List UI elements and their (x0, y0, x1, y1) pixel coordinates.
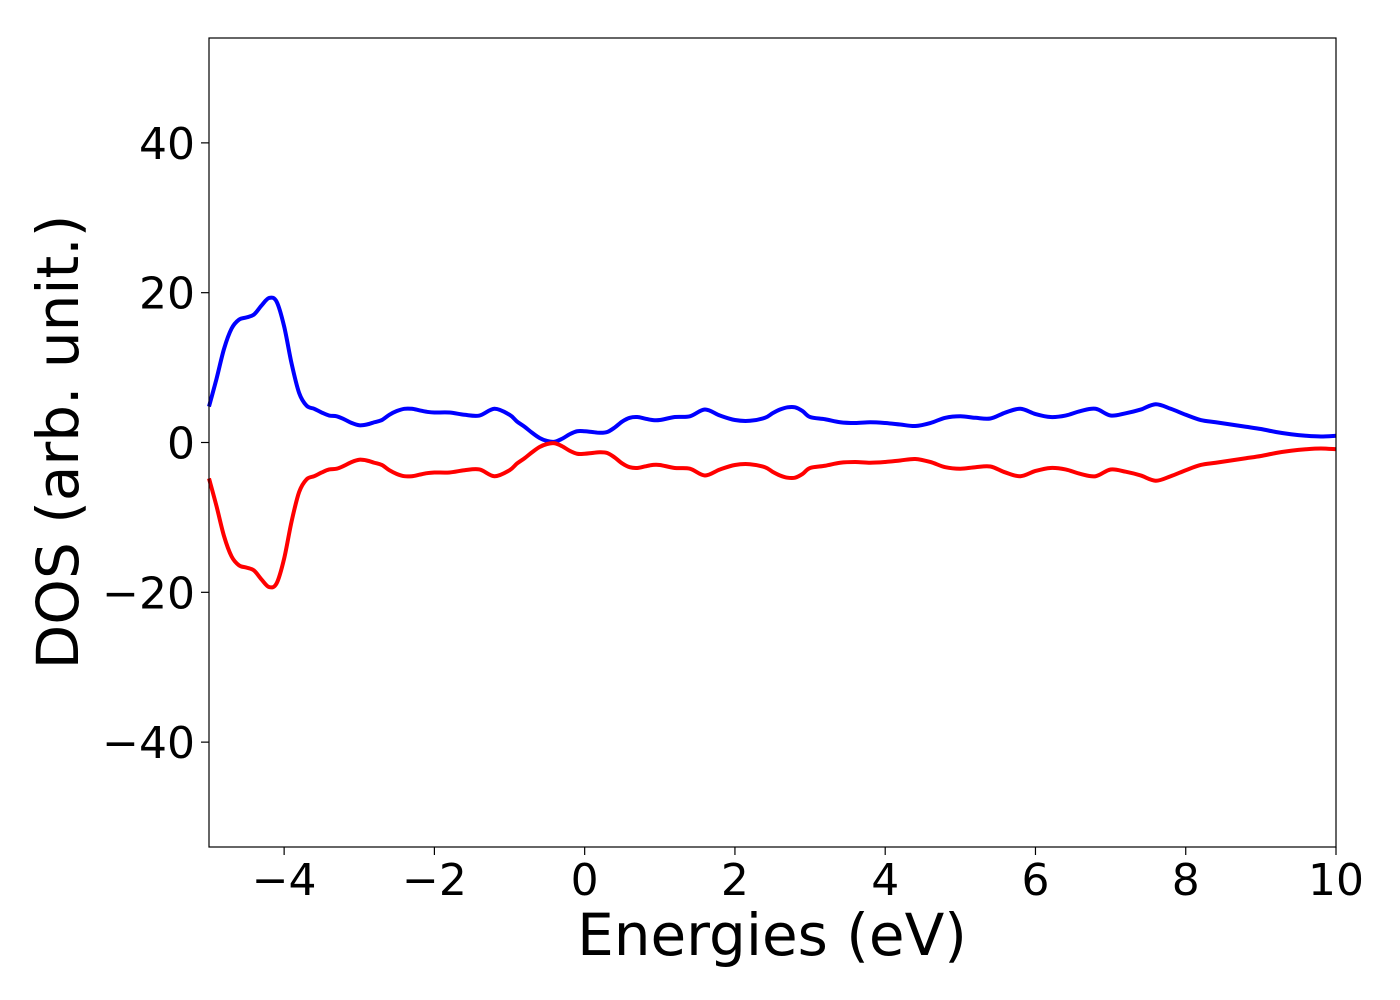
x-tick-label: −4 (252, 855, 317, 906)
x-tick-label: 0 (571, 855, 599, 906)
plot-area-background (209, 38, 1336, 847)
series-line-1 (207, 295, 1337, 444)
x-tick-label: 8 (1172, 855, 1200, 906)
x-tick-label: 2 (721, 855, 749, 906)
x-tick-label: 4 (871, 855, 899, 906)
y-tick-label: 20 (139, 269, 195, 320)
x-axis-ticks: −4 −2 0 2 4 6 8 10 (252, 847, 1364, 906)
y-axis-ticks: −40 −20 0 20 40 (102, 119, 209, 769)
y-tick-label: 40 (139, 119, 195, 170)
x-tick-label: −2 (402, 855, 467, 906)
y-axis-title: DOS (arb. unit.) (24, 215, 92, 670)
x-tick-label: 10 (1308, 855, 1364, 906)
series-layer (207, 295, 1337, 590)
y-tick-label: −40 (102, 718, 195, 769)
y-tick-label: 0 (167, 419, 195, 470)
x-axis-title: Energies (eV) (577, 901, 967, 969)
x-tick-label: 6 (1021, 855, 1049, 906)
series-line-2 (207, 441, 1337, 590)
y-tick-label: −20 (102, 568, 195, 619)
